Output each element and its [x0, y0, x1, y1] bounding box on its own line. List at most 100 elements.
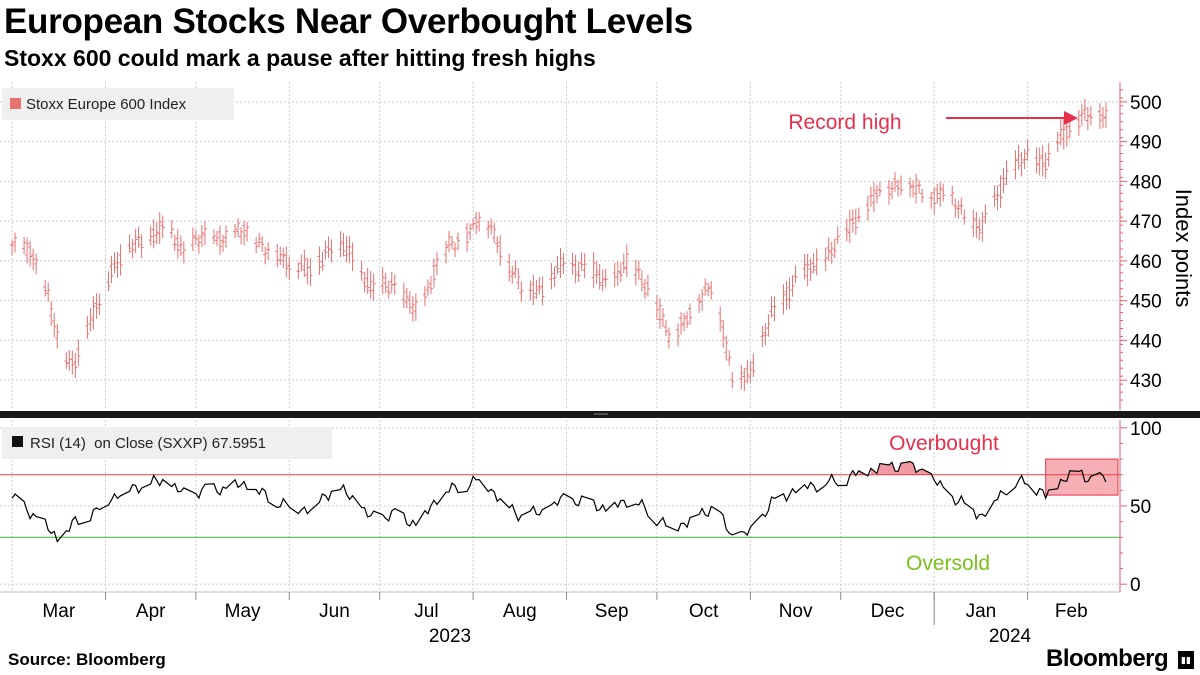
price-bar-167: [718, 306, 723, 332]
price-bar-25: [115, 252, 120, 278]
price-series: [10, 98, 1108, 392]
price-y-axis: 430 440 450 460 470 480 490 500: [1119, 82, 1162, 410]
price-bar-13: [67, 349, 72, 371]
price-bar-32: [148, 226, 153, 246]
price-bar-146: [624, 244, 629, 277]
price-bar-104: [450, 236, 455, 250]
price-bar-84: [365, 267, 370, 294]
rsi-tick-label-0: 0: [1130, 575, 1141, 596]
price-bar-259: [1103, 102, 1108, 129]
price-bar-199: [850, 209, 855, 233]
price-bar-23: [109, 255, 114, 284]
price-bar-2: [22, 236, 27, 255]
price-bar-148: [636, 260, 641, 280]
price-bar-165: [706, 282, 711, 296]
price-bar-39: [175, 229, 180, 259]
x-tick-label-dec: Dec: [871, 601, 905, 622]
price-bar-41: [181, 241, 186, 264]
price-bar-66: [287, 256, 292, 280]
price-bar-55: [242, 220, 247, 246]
price-bar-150: [642, 278, 647, 299]
price-bar-159: [682, 312, 687, 332]
x-tick-label-apr: Apr: [136, 601, 166, 622]
price-bar-193: [826, 237, 831, 262]
price-bar-105: [453, 242, 458, 257]
price-bar-45: [199, 225, 204, 247]
price-bar-11: [55, 323, 60, 349]
price-bar-207: [886, 179, 891, 205]
price-bar-170: [727, 350, 732, 366]
price-bar-92: [401, 282, 406, 309]
price-bar-123: [531, 274, 536, 306]
price-bar-229: [977, 217, 982, 241]
price-bar-94: [407, 290, 412, 314]
price-bar-49: [217, 225, 222, 255]
bloomberg-logo: Bloomberg: [1046, 645, 1169, 672]
price-bar-190: [811, 252, 816, 274]
price-bar-257: [1097, 103, 1102, 130]
price-bar-174: [745, 360, 750, 384]
price-bar-22: [106, 271, 111, 292]
price-bar-108: [468, 223, 473, 241]
price-bar-156: [666, 327, 671, 349]
price-bar-173: [742, 367, 747, 392]
price-bar-142: [612, 262, 617, 288]
price-bar-53: [236, 218, 241, 238]
price-bar-30: [136, 226, 141, 248]
price-bar-133: [573, 254, 578, 284]
price-bar-65: [284, 246, 289, 278]
price-bar-169: [724, 335, 729, 361]
price-bar-176: [751, 353, 756, 378]
price-bar-42: [190, 227, 195, 252]
price-bar-96: [413, 293, 418, 321]
price-bar-234: [998, 175, 1003, 208]
price-tick-label-490: 490: [1130, 133, 1162, 154]
price-tick-label-480: 480: [1130, 172, 1162, 193]
price-bar-161: [688, 303, 693, 325]
price-bar-181: [772, 296, 777, 322]
price-bar-238: [1016, 145, 1021, 170]
price-bar-208: [889, 181, 894, 200]
price-bar-46: [202, 221, 207, 246]
price-bar-70: [305, 257, 310, 285]
price-bar-7: [43, 279, 48, 297]
price-bar-162: [697, 294, 702, 313]
price-bar-10: [52, 312, 57, 338]
price-bar-31: [139, 234, 144, 259]
price-bar-38: [172, 234, 177, 252]
price-bar-149: [639, 270, 644, 292]
x-tick-label-aug: Aug: [503, 601, 537, 622]
price-bar-196: [835, 226, 840, 245]
price-bar-201: [856, 207, 861, 223]
price-y-axis-label: Index points: [1171, 189, 1196, 308]
price-bar-33: [151, 219, 156, 249]
price-bar-185: [790, 275, 795, 297]
rsi-overbought-highlight-box: [1045, 458, 1119, 496]
price-bar-93: [404, 287, 409, 309]
price-bar-194: [829, 241, 834, 265]
price-bar-16: [76, 339, 81, 367]
price-bar-60: [263, 246, 268, 265]
price-bar-137: [591, 252, 596, 288]
price-bar-18: [88, 307, 93, 332]
price-bar-180: [769, 296, 774, 318]
price-bar-247: [1055, 131, 1060, 153]
price-bar-182: [781, 284, 786, 315]
price-bar-26: [118, 244, 123, 276]
price-tick-label-450: 450: [1130, 292, 1162, 313]
price-bar-189: [808, 258, 813, 281]
bloomberg-badge-icon: ▮▮: [1178, 651, 1194, 669]
x-tick-label-oct: Oct: [689, 601, 719, 622]
price-bar-110: [474, 211, 479, 235]
x-tick-label-mar: Mar: [42, 601, 75, 622]
price-bar-168: [721, 320, 726, 348]
price-bar-195: [832, 238, 837, 259]
price-bar-258: [1100, 106, 1105, 129]
x-tick-label-feb: Feb: [1055, 601, 1088, 622]
price-bar-228: [974, 211, 979, 239]
price-bar-114: [492, 222, 497, 244]
price-bar-145: [621, 253, 626, 273]
price-bar-203: [868, 186, 873, 207]
price-bar-12: [64, 352, 69, 369]
price-bar-158: [679, 312, 684, 335]
